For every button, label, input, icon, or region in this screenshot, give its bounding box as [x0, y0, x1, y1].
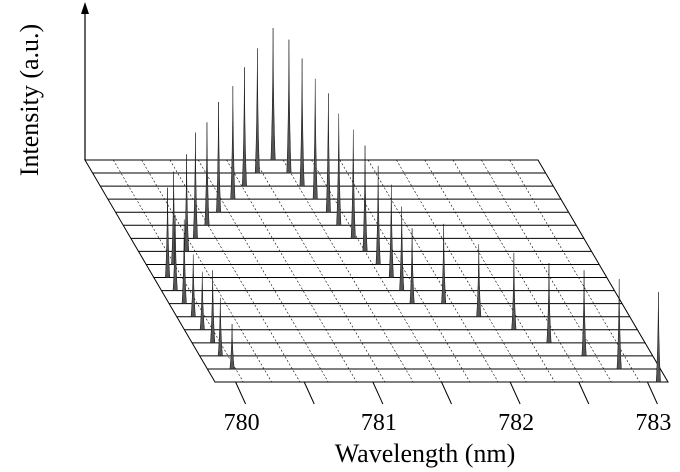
grid-line	[311, 159, 442, 383]
spectral-peak	[192, 132, 198, 239]
x-tick-mark	[441, 381, 452, 405]
x-axis-ticks	[235, 381, 658, 405]
x-tick-label: 781	[361, 410, 397, 436]
grid-line	[367, 159, 499, 383]
spectral-peak	[350, 129, 356, 239]
base-plane	[84, 159, 669, 383]
grid-line	[254, 159, 386, 383]
x-axis-label: Wavelength (nm)	[335, 439, 516, 468]
x-tick-mark	[235, 381, 247, 405]
y-axis-label: Intensity (a.u.)	[15, 24, 44, 176]
grid-line	[452, 159, 584, 383]
intensity-axis-arrow-icon	[81, 2, 89, 14]
x-tick-labels: 780 781 782 783	[224, 410, 672, 436]
spectral-peak	[190, 254, 196, 317]
spectral-peak	[375, 165, 381, 265]
spectral-peak	[399, 206, 405, 291]
spectral-peak	[581, 270, 587, 357]
grid-line	[169, 159, 301, 383]
spectral-peak	[546, 263, 552, 344]
spectral-peak	[299, 58, 305, 187]
spectral-peak	[199, 271, 205, 331]
spectral-peak	[230, 86, 236, 200]
spectral-peak	[655, 292, 661, 383]
spectral-peak	[325, 93, 331, 213]
x-tick-label: 782	[498, 410, 534, 436]
grid-line	[113, 159, 244, 383]
spectral-peaks	[165, 28, 661, 383]
grid-line	[509, 159, 640, 383]
x-tick-mark	[578, 381, 590, 405]
spectral-peak	[312, 78, 318, 200]
x-tick-mark	[303, 381, 315, 405]
grid-line	[282, 159, 414, 383]
grid-line	[339, 159, 471, 383]
spectral-peak	[270, 28, 276, 161]
grid-line	[424, 159, 556, 383]
spectral-peak	[172, 215, 178, 291]
x-tick-label: 780	[224, 410, 260, 436]
spectral-peak	[229, 323, 235, 370]
spectral-peak	[616, 279, 622, 370]
spectral-peak	[441, 223, 447, 304]
spectral-peak	[241, 67, 247, 187]
x-tick-mark	[646, 381, 658, 405]
spectral-peak	[204, 122, 210, 226]
spectral-peak	[210, 270, 216, 344]
spectral-peak	[217, 297, 223, 357]
spectral-peak	[388, 184, 394, 278]
spectral-peak	[336, 113, 342, 226]
spectral-peak	[476, 244, 482, 317]
x-tick-label: 783	[635, 410, 671, 436]
grid-line	[481, 159, 612, 383]
spectral-peak	[286, 39, 292, 174]
grid-line	[396, 159, 527, 383]
grid-line	[226, 159, 357, 383]
spectral-peak	[254, 48, 260, 174]
grid-line	[141, 159, 272, 383]
spectral-peak	[184, 154, 190, 252]
grid-line	[197, 159, 329, 383]
spectral-peak	[181, 219, 187, 304]
spectral-peak	[511, 252, 517, 331]
spectral-peak	[165, 187, 171, 278]
x-tick-mark	[509, 381, 521, 405]
spectral-peak	[409, 228, 415, 304]
x-tick-mark	[372, 381, 384, 405]
spectral-peak	[362, 145, 368, 252]
spectral-peak	[216, 102, 222, 213]
